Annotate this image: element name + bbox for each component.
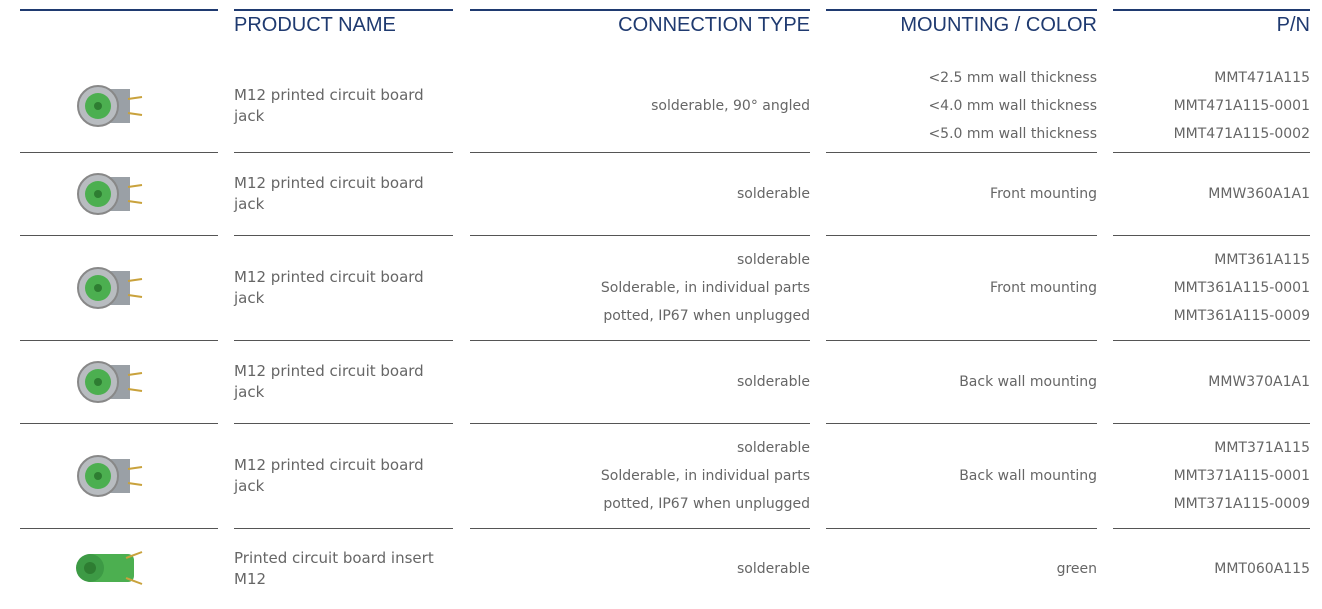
cell-line: MMT361A115-0009	[1173, 307, 1310, 324]
row-rule	[234, 340, 453, 341]
row-rule	[234, 528, 453, 529]
cell-line: MMT371A115-0001	[1173, 467, 1310, 484]
cell-line: potted, IP67 when unplugged	[603, 307, 810, 324]
table-cell: MMW360A1A1	[1113, 152, 1310, 235]
cell-line: <5.0 mm wall thickness	[928, 126, 1097, 142]
row-rule	[20, 528, 218, 529]
table-cell: Back wall mounting	[826, 340, 1097, 423]
row-rule	[470, 528, 810, 529]
row-rule	[234, 235, 453, 236]
row-rule	[1113, 152, 1310, 153]
cell-line: solderable	[737, 373, 810, 390]
column-header: MOUNTING / COLOR	[900, 14, 1097, 36]
product-name: M12 printed circuit board jack	[234, 361, 424, 401]
product-name: M12 printed circuit board jack	[234, 86, 424, 125]
row-rule	[470, 152, 810, 153]
cell-line: solderable, 90° angled	[651, 98, 810, 114]
table-cell: solderable	[470, 528, 810, 609]
cell-line: MMT471A115-0001	[1173, 98, 1310, 114]
row-rule	[826, 235, 1097, 236]
table-cell: solderable Solderable, in individual part…	[470, 423, 810, 528]
cell-line: green	[1056, 560, 1097, 577]
table-cell: solderable	[470, 340, 810, 423]
cell-line: solderable	[737, 185, 810, 202]
row-rule	[20, 423, 218, 424]
table-cell: Front mounting	[826, 152, 1097, 235]
product-name: M12 printed circuit board jack	[234, 267, 424, 307]
product-image	[77, 360, 143, 403]
row-rule	[20, 340, 218, 341]
header-rule	[234, 9, 453, 11]
product-name: M12 printed circuit board jack	[234, 173, 424, 213]
product-name: Printed circuit board insert M12	[234, 548, 434, 588]
table-cell: Back wall mounting	[826, 423, 1097, 528]
cell-line: Solderable, in individual parts	[600, 467, 810, 484]
product-image	[76, 550, 143, 585]
column-header: PRODUCT NAME	[234, 14, 396, 36]
cell-line: <4.0 mm wall thickness	[928, 98, 1097, 114]
row-rule	[20, 235, 218, 236]
header-rule	[826, 9, 1097, 11]
row-rule	[1113, 528, 1310, 529]
product-image	[77, 85, 143, 127]
cell-line: Back wall mounting	[959, 467, 1097, 484]
table-cell: solderable	[470, 152, 810, 235]
row-rule	[470, 423, 810, 424]
cell-line: MMW370A1A1	[1208, 373, 1310, 390]
cell-line: Back wall mounting	[959, 373, 1097, 390]
cell-line: MMW360A1A1	[1208, 185, 1310, 202]
cell-line: solderable	[737, 560, 810, 577]
table-cell: MMW370A1A1	[1113, 340, 1310, 423]
table-cell: green	[826, 528, 1097, 609]
table-cell: MMT060A115	[1113, 528, 1310, 609]
product-image	[77, 172, 143, 215]
table-cell: MMT371A115 MMT371A115-0001 MMT371A115-0009	[1113, 423, 1310, 528]
product-image	[77, 454, 143, 497]
table-cell: MMT471A115 MMT471A115-0001 MMT471A115-0002	[1113, 60, 1310, 152]
cell-line: solderable	[737, 251, 810, 268]
cell-line: <2.5 mm wall thickness	[928, 70, 1097, 86]
header-rule	[1113, 9, 1310, 11]
cell-line: Front mounting	[990, 185, 1097, 202]
table-cell: <2.5 mm wall thickness <4.0 mm wall thick…	[826, 60, 1097, 152]
cell-line: MMT371A115-0009	[1173, 495, 1310, 512]
product-image	[77, 266, 143, 309]
column-header: P/N	[1276, 14, 1310, 36]
row-rule	[20, 152, 218, 153]
cell-line: potted, IP67 when unplugged	[603, 495, 810, 512]
row-rule	[1113, 235, 1310, 236]
row-rule	[470, 340, 810, 341]
cell-line: MMT361A115-0001	[1173, 279, 1310, 296]
row-rule	[234, 152, 453, 153]
table-cell: Front mounting	[826, 235, 1097, 340]
cell-line: solderable	[737, 439, 810, 456]
row-rule	[826, 152, 1097, 153]
cell-line: MMT060A115	[1214, 560, 1310, 577]
column-header: CONNECTION TYPE	[618, 14, 810, 36]
cell-line: MMT471A115-0002	[1173, 126, 1310, 142]
product-name: M12 printed circuit board jack	[234, 455, 424, 495]
row-rule	[1113, 423, 1310, 424]
row-rule	[234, 423, 453, 424]
row-rule	[826, 340, 1097, 341]
row-rule	[1113, 340, 1310, 341]
row-rule	[826, 528, 1097, 529]
table-cell: solderable Solderable, in individual part…	[470, 235, 810, 340]
cell-line: MMT371A115	[1214, 439, 1310, 456]
header-rule	[470, 9, 810, 11]
row-rule	[826, 423, 1097, 424]
row-rule	[470, 235, 810, 236]
cell-line: Front mounting	[990, 279, 1097, 296]
header-rule	[20, 9, 218, 11]
table-cell: MMT361A115 MMT361A115-0001 MMT361A115-0009	[1113, 235, 1310, 340]
cell-line: MMT471A115	[1214, 70, 1310, 86]
table-cell: solderable, 90° angled	[470, 60, 810, 152]
cell-line: Solderable, in individual parts	[600, 279, 810, 296]
cell-line: MMT361A115	[1214, 251, 1310, 268]
